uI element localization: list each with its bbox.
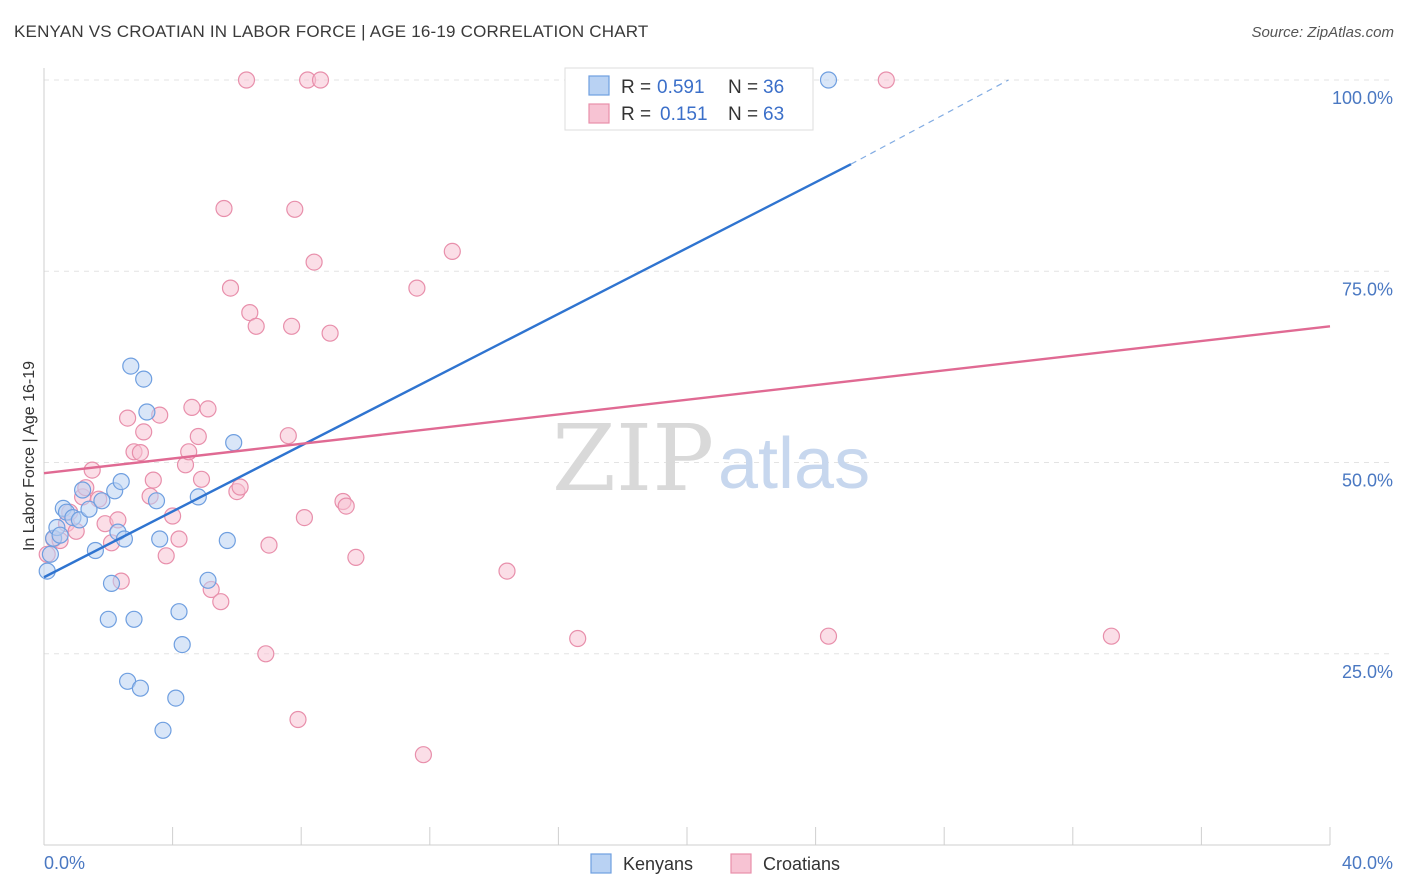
croatian-point-26 [183, 398, 201, 416]
legend-croatians-n-label: N = [728, 104, 758, 125]
croatian-point-35 [231, 478, 249, 496]
y-tick-label-50: 50.0% [1342, 471, 1393, 491]
legend-croatians-r-value: 0.151 [660, 104, 708, 125]
croatian-point-47 [305, 253, 323, 271]
bottom-legend: Kenyans Croatians [590, 853, 840, 874]
legend-kenyans-n-value: 36 [763, 77, 784, 98]
croatian-point-29 [199, 400, 217, 418]
kenyan-point-16 [112, 473, 130, 491]
croatian-point-48 [311, 71, 330, 89]
bottom-legend-kenyans-swatch [590, 853, 612, 874]
kenyan-point-32 [218, 531, 236, 550]
kenyans-trend-extension [850, 79, 1009, 165]
y-tick-label-25: 25.0% [1342, 662, 1393, 682]
legend-croatians-r-label: R = [621, 104, 651, 125]
kenyan-point-21 [131, 679, 149, 697]
croatian-point-41 [279, 427, 297, 445]
gridlines [44, 79, 1393, 655]
legend-croatians-n-value: 63 [763, 104, 784, 125]
legend-kenyans-r-label: R = [621, 77, 651, 98]
croatian-point-43 [286, 200, 304, 218]
croatian-point-51 [337, 497, 355, 515]
watermark: ZIP atlas [552, 405, 870, 512]
legend-kenyans-swatch [588, 75, 610, 96]
kenyan-point-23 [138, 403, 156, 421]
kenyan-point-11 [93, 492, 111, 510]
croatian-point-31 [212, 593, 230, 611]
x-ticks [43, 827, 1331, 845]
croatian-point-60 [877, 71, 895, 89]
x-tick-label-max: 40.0% [1342, 853, 1393, 873]
legend-kenyans-r-value: 0.591 [657, 77, 705, 98]
croatian-point-16 [131, 444, 149, 462]
croatian-point-19 [144, 471, 162, 489]
croatians-trend-line [43, 325, 1331, 475]
croatian-point-32 [215, 199, 233, 218]
bottom-legend-croatians-swatch [730, 853, 752, 874]
trend-lines [43, 79, 1331, 579]
kenyan-point-3 [51, 526, 69, 544]
croatian-point-45 [295, 508, 313, 527]
kenyans-trend-line [43, 163, 852, 579]
source-credit: Source: ZipAtlas.com [1251, 24, 1394, 41]
kenyan-point-34 [819, 71, 838, 89]
croatian-point-52 [347, 548, 365, 567]
kenyans-points [38, 71, 838, 739]
kenyan-point-35 [41, 545, 60, 563]
croatian-point-14 [118, 409, 137, 427]
x-tick-label-min: 0.0% [44, 853, 85, 873]
croatian-point-21 [157, 547, 175, 565]
kenyan-point-29 [173, 635, 191, 654]
croatian-point-27 [189, 427, 207, 446]
kenyan-point-12 [99, 610, 117, 628]
chart-title: KENYAN VS CROATIAN IN LABOR FORCE | AGE … [14, 22, 649, 41]
y-axis-title: In Labor Force | Age 16-19 [21, 361, 38, 551]
y-tick-label-100: 100.0% [1332, 88, 1393, 108]
croatian-point-44 [289, 710, 307, 729]
kenyan-point-33 [225, 434, 243, 452]
kenyan-point-22 [135, 370, 153, 388]
croatian-point-8 [83, 461, 101, 479]
kenyan-point-20 [125, 610, 143, 628]
kenyan-point-13 [102, 574, 121, 593]
kenyan-point-28 [170, 603, 188, 621]
croatian-point-33 [221, 279, 240, 297]
legend-croatians-swatch [588, 103, 610, 124]
legend-kenyans-n-label: N = [728, 77, 758, 98]
bottom-legend-croatians-label: Croatians [763, 854, 840, 874]
kenyan-point-27 [167, 689, 185, 707]
croatian-point-55 [443, 242, 461, 260]
croatian-point-59 [819, 627, 838, 645]
croatian-point-38 [247, 317, 265, 335]
kenyan-point-24 [147, 492, 166, 510]
legend: R = 0.591 N = 36 R = 0.151 N = 63 [564, 67, 814, 131]
bottom-legend-kenyans-label: Kenyans [623, 854, 693, 874]
kenyan-point-26 [154, 721, 172, 739]
croatian-point-49 [321, 324, 339, 342]
croatian-point-40 [260, 536, 278, 554]
kenyan-point-9 [80, 500, 98, 518]
watermark-zip: ZIP [552, 405, 714, 512]
croatian-point-36 [237, 71, 256, 89]
watermark-atlas: atlas [718, 424, 870, 504]
y-tick-label-75: 75.0% [1342, 279, 1393, 299]
kenyan-point-31 [199, 571, 217, 589]
croatian-point-61 [1102, 627, 1121, 645]
kenyan-point-19 [122, 357, 140, 375]
y-tick-labels: 25.0% 50.0% 75.0% 100.0% [1332, 88, 1393, 682]
kenyan-point-7 [70, 511, 89, 529]
kenyan-point-25 [151, 530, 169, 548]
croatian-point-42 [283, 317, 301, 335]
croatian-point-39 [257, 645, 275, 663]
croatian-point-23 [170, 530, 188, 548]
croatian-point-17 [135, 423, 153, 441]
croatian-point-53 [408, 279, 426, 297]
croatian-point-57 [569, 629, 587, 648]
croatian-point-56 [498, 562, 516, 580]
croatian-point-54 [414, 746, 432, 764]
kenyan-point-30 [189, 488, 207, 506]
kenyan-point-8 [73, 481, 92, 499]
croatian-point-28 [192, 470, 211, 488]
